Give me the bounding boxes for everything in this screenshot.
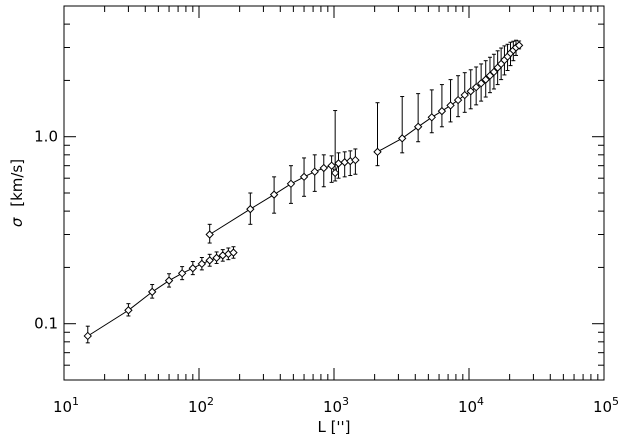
x-tick-base: 10 — [323, 398, 342, 416]
data-point — [476, 79, 486, 88]
data-point — [446, 101, 455, 110]
x-tick-exponent: 2 — [207, 395, 214, 408]
x-tick-exponent: 5 — [612, 395, 619, 408]
data-point — [481, 75, 490, 84]
data-point — [188, 264, 198, 273]
data-point — [205, 256, 214, 265]
series-line — [87, 252, 234, 337]
x-tick-base: 10 — [593, 398, 612, 416]
data-point — [83, 331, 92, 341]
data-point — [373, 147, 382, 157]
x-tick-exponent: 1 — [72, 395, 79, 408]
x-tick-label: 103 — [323, 395, 349, 416]
data-point — [330, 168, 340, 178]
x-tick-base: 10 — [458, 398, 477, 416]
y-axis-title-group: σ [km/s] — [8, 159, 26, 227]
y-axis-symbol: σ — [8, 217, 26, 227]
x-tick-exponent: 3 — [342, 395, 349, 408]
x-tick-exponent: 4 — [477, 395, 484, 408]
data-point — [197, 259, 207, 269]
data-point — [246, 204, 255, 214]
data-point — [147, 287, 157, 297]
data-point — [310, 167, 319, 176]
series-1 — [83, 246, 238, 344]
data-point — [205, 230, 214, 239]
data-point — [269, 190, 279, 199]
x-tick-base: 10 — [53, 398, 72, 416]
data-point — [286, 179, 296, 189]
series-layer — [83, 39, 524, 344]
x-tick-label: 104 — [458, 395, 484, 416]
y-tick-label: 0.1 — [34, 315, 58, 333]
data-point — [453, 95, 463, 105]
y-axis-title: σ [km/s] — [8, 159, 26, 227]
data-point — [229, 248, 238, 257]
data-point — [164, 276, 174, 285]
data-point — [334, 159, 343, 168]
data-point — [427, 113, 436, 122]
data-point — [212, 253, 221, 263]
x-tick-base: 10 — [188, 398, 207, 416]
y-axis-unit: [km/s] — [8, 159, 26, 207]
data-point — [466, 87, 475, 96]
data-point — [124, 306, 133, 315]
data-point — [177, 269, 187, 278]
x-axis-title: L [''] — [317, 418, 350, 436]
data-point — [327, 161, 336, 170]
y-tick-label: 1.0 — [34, 128, 58, 146]
data-point — [514, 41, 524, 50]
data-point — [397, 134, 407, 143]
series-2 — [205, 110, 360, 244]
data-point — [471, 82, 481, 92]
ticks-layer — [63, 6, 605, 380]
data-point — [299, 172, 309, 182]
data-point — [351, 155, 360, 165]
data-point — [460, 90, 469, 100]
series-3 — [373, 39, 524, 167]
x-tick-label: 102 — [188, 395, 214, 416]
x-tick-label: 105 — [593, 395, 619, 416]
x-tick-label: 101 — [53, 395, 79, 416]
plot-frame — [63, 5, 605, 381]
data-point — [489, 67, 499, 77]
data-point — [340, 158, 349, 167]
data-point — [319, 163, 328, 173]
data-point — [413, 122, 423, 131]
data-point — [437, 106, 447, 116]
